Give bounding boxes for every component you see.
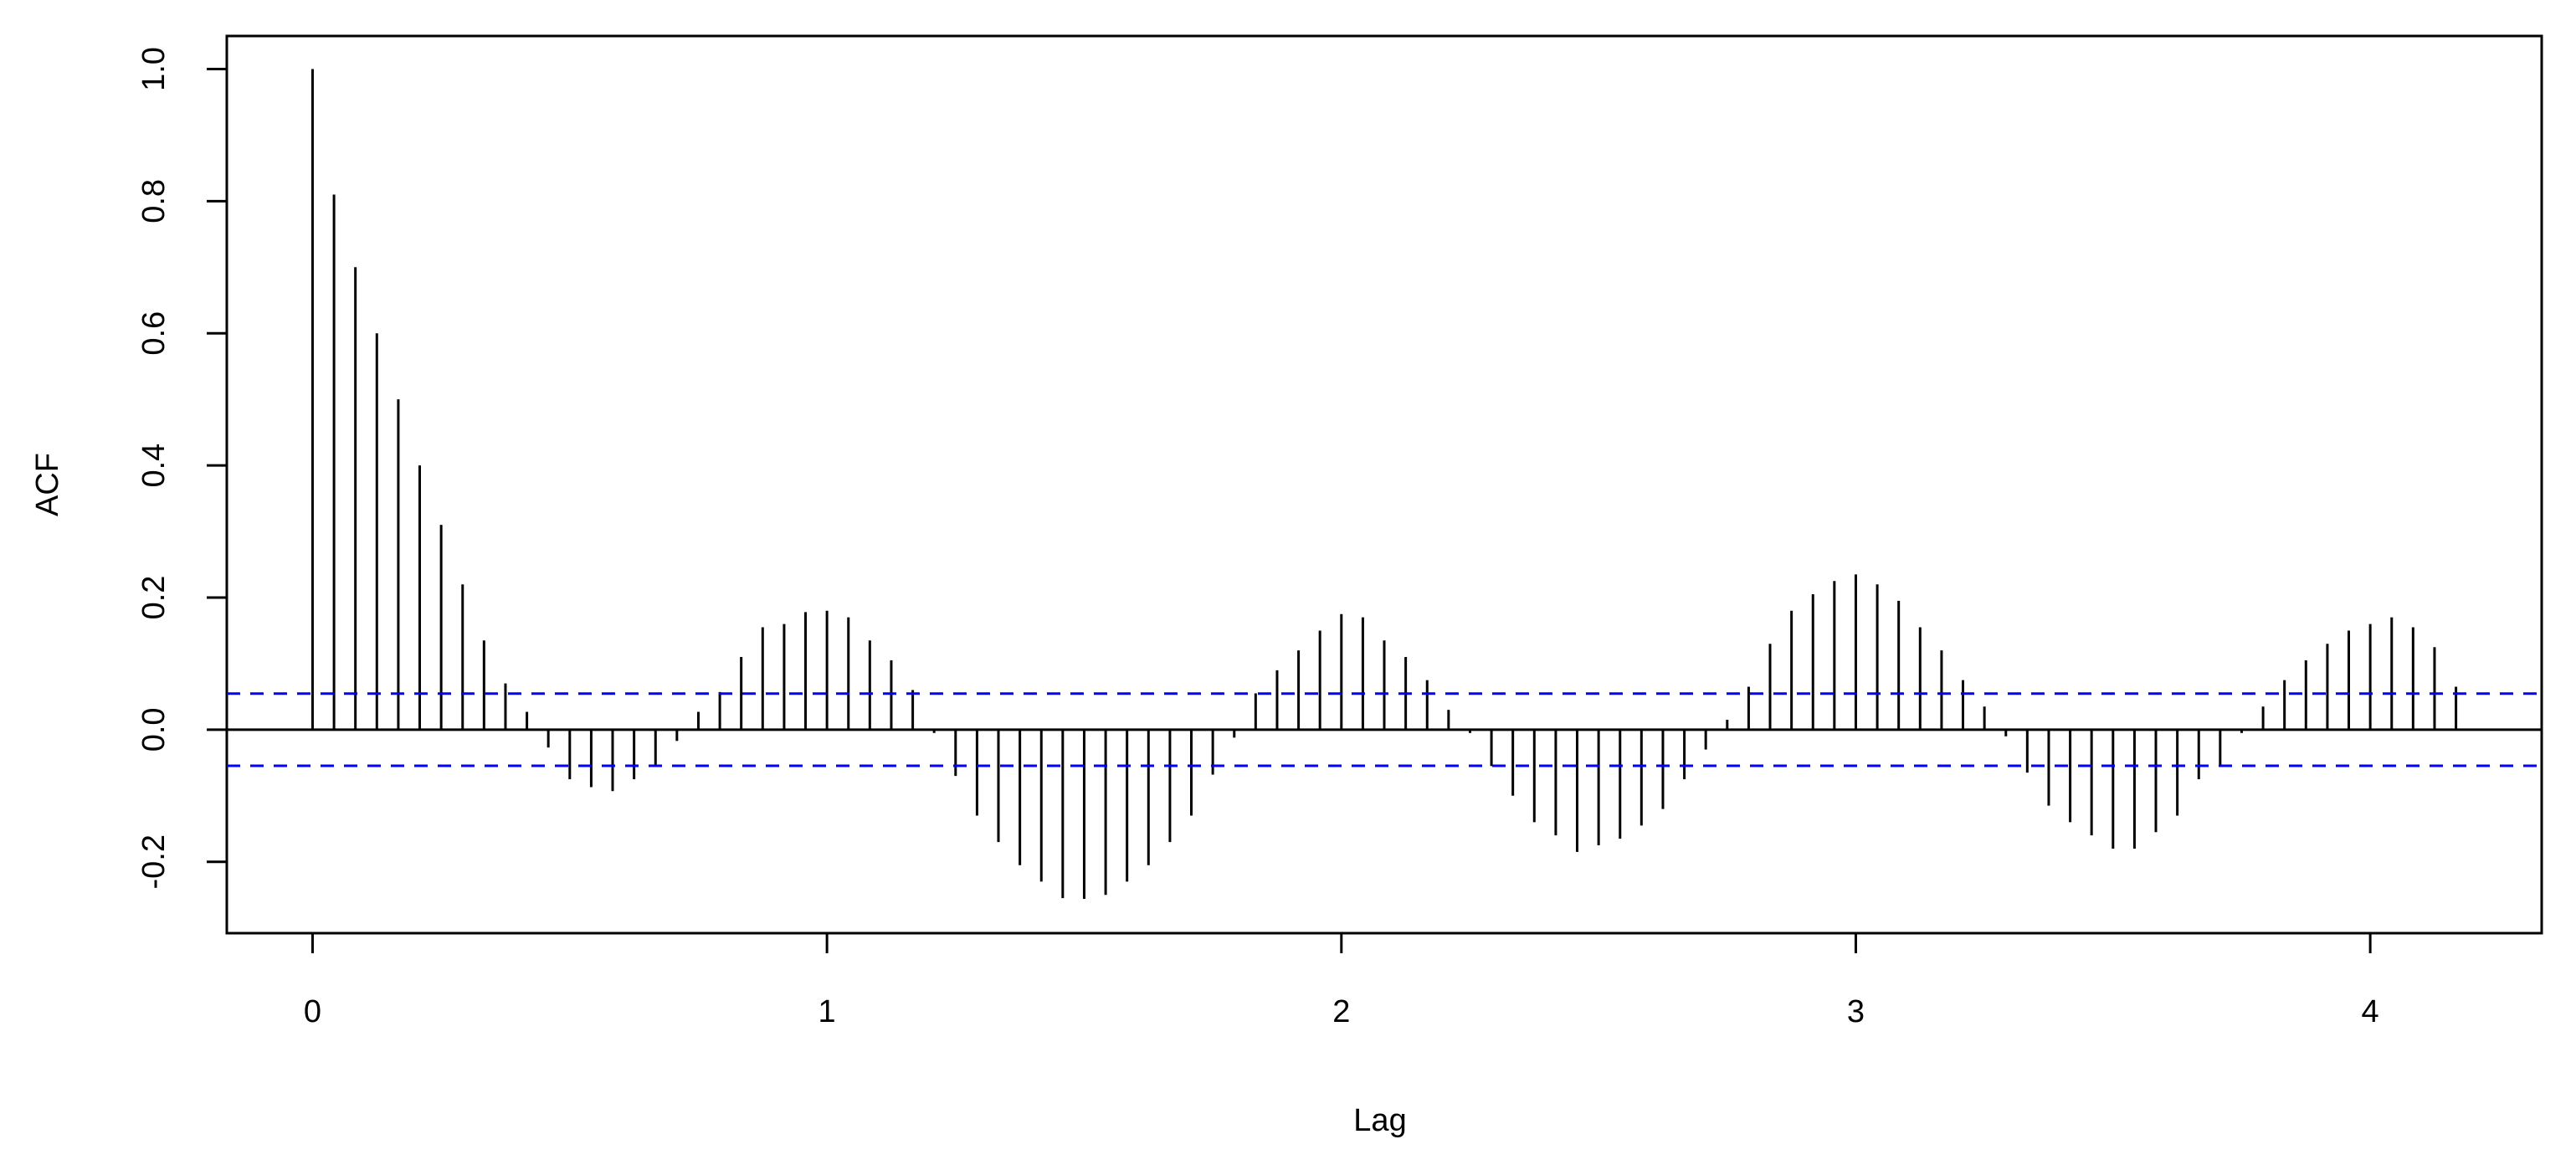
y-tick-label: 0.6 [136,311,172,356]
x-tick-label: 3 [1847,994,1865,1029]
y-tick-label: 1.0 [136,47,172,91]
plot-frame [225,34,2543,935]
y-tick-label: 0.4 [136,444,172,488]
x-tick-label: 4 [2362,994,2379,1029]
x-tick-label: 1 [818,994,836,1029]
x-axis-label: Lag [1353,1103,1406,1138]
y-tick-label: -0.2 [136,834,172,889]
y-tick-label: 0.0 [136,707,172,752]
x-tick-label: 2 [1332,994,1350,1029]
y-axis-label: ACF [30,453,65,516]
x-tick-label: 0 [304,994,321,1029]
y-tick-label: 0.8 [136,179,172,223]
y-tick-label: 0.2 [136,576,172,620]
